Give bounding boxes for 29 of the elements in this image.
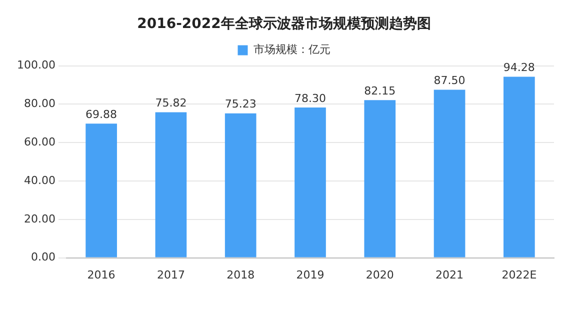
data-label: 78.30 bbox=[294, 92, 326, 105]
x-tick-label: 2022E bbox=[502, 268, 537, 282]
chart-title: 2016-2022年全球示波器市场规模预测趋势图 bbox=[137, 15, 431, 32]
y-tick-label: 60.00 bbox=[24, 135, 56, 148]
y-tick-label: 40.00 bbox=[24, 174, 56, 187]
legend-label: 市场规模：亿元 bbox=[253, 43, 330, 56]
bar bbox=[155, 112, 187, 258]
bar bbox=[86, 124, 117, 258]
data-label: 82.15 bbox=[364, 84, 396, 98]
data-label: 69.88 bbox=[86, 108, 118, 121]
x-tick-label: 2020 bbox=[366, 268, 394, 282]
data-label: 75.23 bbox=[224, 98, 256, 111]
bar bbox=[504, 76, 535, 258]
data-label: 75.82 bbox=[155, 96, 187, 110]
x-tick-label: 2017 bbox=[156, 268, 185, 282]
bar bbox=[294, 107, 326, 258]
x-tick-label: 2021 bbox=[436, 268, 464, 282]
data-label: 94.28 bbox=[503, 61, 535, 74]
x-tick-label: 2018 bbox=[226, 268, 255, 282]
y-tick-label: 80.00 bbox=[24, 97, 56, 110]
bar bbox=[434, 90, 466, 258]
y-tick-label: 100.00 bbox=[16, 58, 56, 72]
y-tick-label: 20.00 bbox=[24, 212, 56, 226]
x-tick-label: 2019 bbox=[296, 268, 324, 282]
bar bbox=[224, 113, 256, 258]
bar bbox=[364, 100, 396, 258]
y-tick-label: 0.00 bbox=[30, 250, 56, 264]
x-tick-label: 2016 bbox=[87, 268, 116, 282]
data-label: 87.50 bbox=[434, 74, 466, 88]
